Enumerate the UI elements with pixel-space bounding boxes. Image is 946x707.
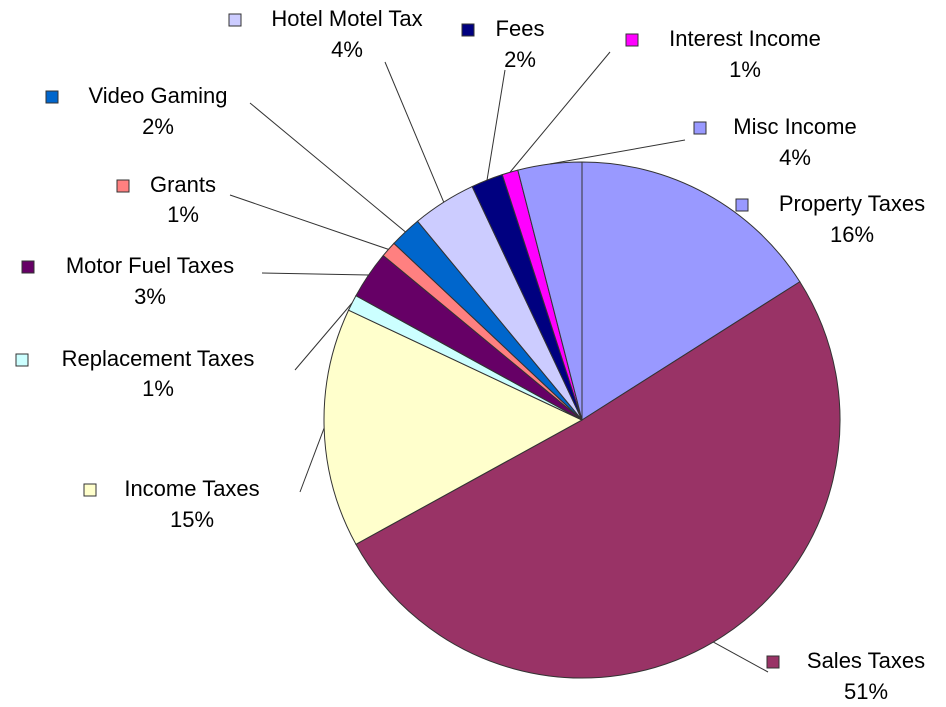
pie-slice: [323, 309, 584, 545]
legend-swatch: [693, 121, 707, 135]
legend-swatch: [625, 33, 639, 47]
leader-line: [249, 102, 406, 233]
slice-value-label: 2%: [142, 114, 174, 139]
slice-value-label: 51%: [844, 679, 888, 704]
slice-label: Property Taxes: [779, 191, 925, 216]
slice-value-label: 3%: [134, 284, 166, 309]
legend-swatch: [15, 353, 29, 367]
leader-line: [299, 427, 325, 493]
leader-line: [294, 302, 353, 371]
slice-label: Motor Fuel Taxes: [66, 253, 234, 278]
slice-value-label: 1%: [142, 376, 174, 401]
leader-line: [261, 272, 369, 276]
slice-label: Hotel Motel Tax: [271, 6, 422, 31]
slice-label: Video Gaming: [88, 83, 227, 108]
legend-swatch: [228, 13, 242, 27]
legend-swatch: [735, 198, 749, 212]
leader-line: [384, 61, 445, 203]
leader-line: [713, 641, 769, 673]
leader-line: [549, 139, 686, 165]
slice-value-label: 1%: [167, 202, 199, 227]
slice-value-label: 4%: [779, 145, 811, 170]
slice-value-label: 16%: [830, 222, 874, 247]
slice-value-label: 4%: [331, 37, 363, 62]
slice-label: Interest Income: [669, 26, 821, 51]
slice-label: Sales Taxes: [807, 648, 925, 673]
slice-value-label: 1%: [729, 57, 761, 82]
slice-label: Replacement Taxes: [62, 346, 255, 371]
legend-swatch: [21, 260, 35, 274]
legend-swatch: [461, 23, 475, 37]
slice-value-label: 15%: [170, 507, 214, 532]
pie-slice: [517, 161, 583, 421]
leader-line: [509, 51, 611, 173]
slice-label: Misc Income: [733, 114, 856, 139]
legend-swatch: [766, 655, 780, 669]
legend-swatch: [45, 90, 59, 104]
legend-swatch: [83, 483, 97, 497]
slice-label: Fees: [496, 16, 545, 41]
slice-label: Income Taxes: [124, 476, 259, 501]
slice-value-label: 2%: [504, 47, 536, 72]
slice-label: Grants: [150, 172, 216, 197]
leader-line: [486, 69, 506, 181]
pie-slice: [581, 161, 801, 421]
legend-swatch: [116, 179, 130, 193]
leader-line: [229, 194, 389, 250]
